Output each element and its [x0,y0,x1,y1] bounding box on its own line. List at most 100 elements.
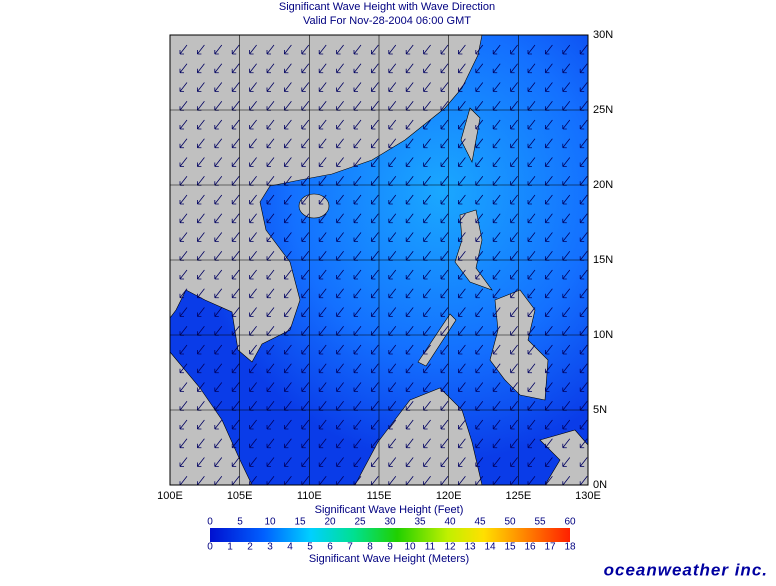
arrow [579,307,588,317]
arrow [545,157,553,167]
arrow [388,119,397,130]
arrow [336,44,344,55]
arrow [336,307,344,317]
feet-tick: 25 [354,517,366,528]
arrow [249,82,257,92]
arrow [179,382,188,392]
arrow [475,194,484,205]
sulawesi [539,429,588,485]
arrow [336,344,344,355]
lon-label: 125E [505,490,531,502]
arrow [492,44,501,55]
arrow [301,213,310,224]
arrow [458,363,466,374]
meter-tick: 6 [327,542,333,553]
arrow [388,44,397,55]
arrow [231,82,240,92]
arrow [475,157,484,167]
arrow [336,382,344,392]
arrow [562,307,571,317]
meter-tick: 13 [464,542,476,553]
arrow [562,194,571,205]
arrow [301,382,310,392]
arrow [249,438,257,449]
lat-label: 25N [593,104,613,116]
arrow [197,157,205,167]
arrow [301,194,310,205]
arrow [353,63,362,74]
arrow [353,307,362,317]
arrow [249,363,257,374]
feet-tick: 0 [207,517,213,528]
arrow [231,438,240,449]
lon-label: 105E [227,490,253,502]
arrow [423,288,431,299]
arrow [284,438,292,449]
arrow [353,44,362,55]
arrow [179,288,188,299]
arrow [388,63,397,74]
lon-labels: 100E 105E 110E 115E 120E 125E 130E [157,490,601,502]
arrow [458,288,466,299]
arrow [301,44,310,55]
arrow [214,157,223,167]
arrow [579,138,588,149]
arrow [423,138,431,149]
arrow [579,438,588,449]
arrow [388,232,397,242]
arrow [353,363,362,374]
arrow [423,363,431,374]
arrow [197,138,205,149]
arrow [336,419,344,430]
arrow [301,82,310,92]
arrow [545,232,553,242]
mainland [170,35,483,363]
land [170,35,588,485]
arrow [197,232,205,242]
arrow [318,419,327,430]
arrow [214,44,223,55]
arrow [492,363,501,374]
meter-tick: 9 [387,542,393,553]
arrow [579,344,588,355]
lon-label: 110E [297,490,322,502]
arrow [231,269,240,280]
arrow [197,63,205,74]
lat-label: 20N [593,179,613,191]
arrow [249,382,257,392]
arrow [353,344,362,355]
arrow [249,307,257,317]
arrow [231,119,240,130]
arrow [353,382,362,392]
arrow [475,307,484,317]
arrow [284,457,292,467]
arrow [388,82,397,92]
arrow [458,382,466,392]
arrow [301,288,310,299]
arrow [336,138,344,149]
arrow [318,119,327,130]
arrow [510,457,518,467]
arrow [492,438,501,449]
arrow [475,119,484,130]
arrow [510,363,518,374]
arrow [458,438,466,449]
arrow [440,194,449,205]
arrow [562,438,571,449]
arrow [458,44,466,55]
arrow [423,419,431,430]
arrow [388,363,397,374]
arrow [405,438,414,449]
arrow [179,44,188,55]
arrow [423,232,431,242]
arrow [249,213,257,224]
arrow [197,457,205,467]
arrow [371,288,379,299]
arrow [266,307,275,317]
arrow [179,232,188,242]
arrow [423,82,431,92]
arrow [214,382,223,392]
arrow [579,288,588,299]
map-frame [169,34,589,486]
arrow [336,438,344,449]
